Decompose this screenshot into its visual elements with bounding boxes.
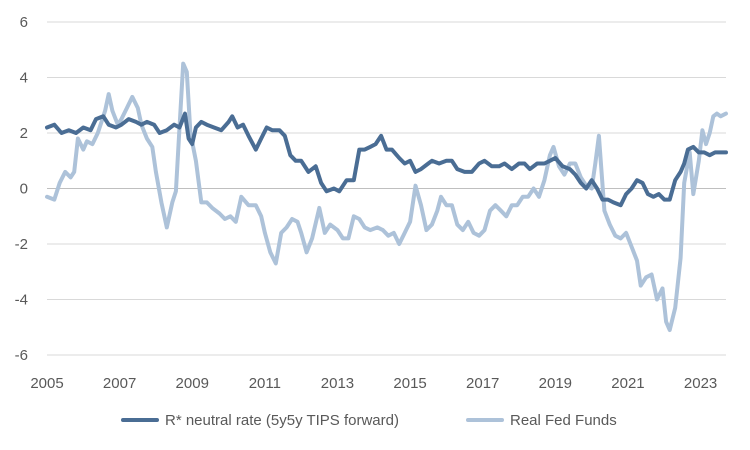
gridlines: [47, 21, 726, 356]
series-line-0: [45, 111, 728, 208]
x-tick-label: 2007: [103, 375, 136, 392]
x-tick-label: 2011: [249, 375, 281, 392]
x-tick-label: 2021: [611, 375, 644, 392]
x-axis-tick-labels: 2005 2007 2009 2011 2013 2015 2017 2019 2021 2023: [30, 375, 717, 392]
legend-label-0: R* neutral rate (5y5y TIPS forward): [165, 412, 399, 429]
x-tick-label: 2023: [684, 375, 717, 392]
x-tick-label: 2009: [176, 375, 209, 392]
x-tick-label: 2015: [393, 375, 426, 392]
x-tick-label: 2017: [466, 375, 499, 392]
x-tick-label: 2019: [539, 375, 572, 392]
y-tick-label: 4: [20, 70, 28, 87]
series-lines: [45, 61, 728, 332]
y-tick-label: -6: [15, 347, 28, 364]
y-tick-label: -4: [15, 292, 28, 309]
x-tick-label: 2005: [30, 375, 63, 392]
x-tick-label: 2013: [321, 375, 354, 392]
y-tick-label: 0: [20, 181, 28, 198]
legend-label-1: Real Fed Funds: [510, 412, 617, 429]
y-tick-label: -2: [15, 236, 28, 253]
legend: R* neutral rate (5y5y TIPS forward) Real …: [121, 412, 617, 429]
y-axis-tick-labels: 6 4 2 0 -2 -4 -6: [15, 14, 28, 364]
y-tick-label: 6: [20, 14, 28, 31]
series-line-1: [45, 61, 728, 332]
y-tick-label: 2: [20, 125, 28, 142]
